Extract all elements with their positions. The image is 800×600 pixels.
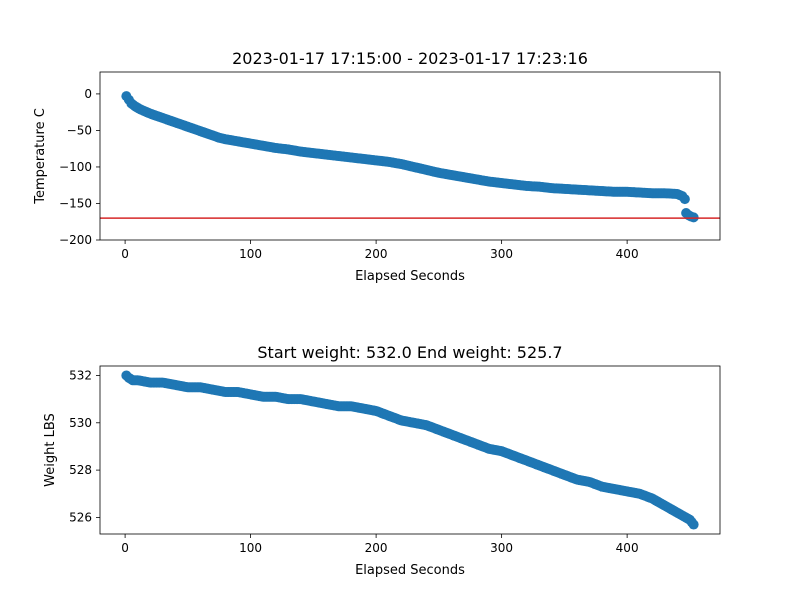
weight-panel: Start weight: 532.0 End weight: 525.7 El… (43, 343, 721, 578)
y-tick-label: 0 (84, 87, 92, 101)
weight-x-axis-label: Elapsed Seconds (355, 563, 465, 578)
plot-frame (99, 365, 721, 535)
x-tick-label: 0 (121, 541, 129, 555)
data-point (679, 194, 690, 205)
x-tick-label: 400 (616, 541, 639, 555)
y-tick-label: −100 (59, 160, 92, 174)
x-tick-label: 200 (365, 541, 388, 555)
y-tick-label: 526 (69, 510, 92, 524)
x-tick-label: 100 (239, 541, 262, 555)
y-tick-label: −150 (59, 196, 92, 210)
data-points (121, 91, 699, 223)
y-tick-label: 532 (69, 368, 92, 382)
y-tick-label: −200 (59, 233, 92, 247)
x-tick-label: 300 (490, 541, 513, 555)
temperature-x-axis-label: Elapsed Seconds (355, 269, 465, 284)
temperature-y-axis-label: Temperature C (33, 108, 48, 205)
y-tick-label: 530 (69, 416, 92, 430)
plot-frame (99, 71, 721, 241)
x-tick-label: 0 (121, 247, 129, 261)
data-points (121, 370, 699, 530)
temperature-chart-title: 2023-01-17 17:15:00 - 2023-01-17 17:23:1… (232, 49, 588, 68)
weight-chart-title: Start weight: 532.0 End weight: 525.7 (257, 343, 562, 362)
data-point (688, 519, 699, 530)
x-tick-label: 100 (239, 247, 262, 261)
weight-y-axis-label: Weight LBS (43, 413, 58, 487)
x-tick-label: 300 (490, 247, 513, 261)
x-tick-label: 200 (365, 247, 388, 261)
x-tick-label: 400 (616, 247, 639, 261)
y-tick-label: −50 (67, 123, 92, 137)
y-tick-label: 528 (69, 463, 92, 477)
temperature-panel: 2023-01-17 17:15:00 - 2023-01-17 17:23:1… (33, 49, 721, 284)
